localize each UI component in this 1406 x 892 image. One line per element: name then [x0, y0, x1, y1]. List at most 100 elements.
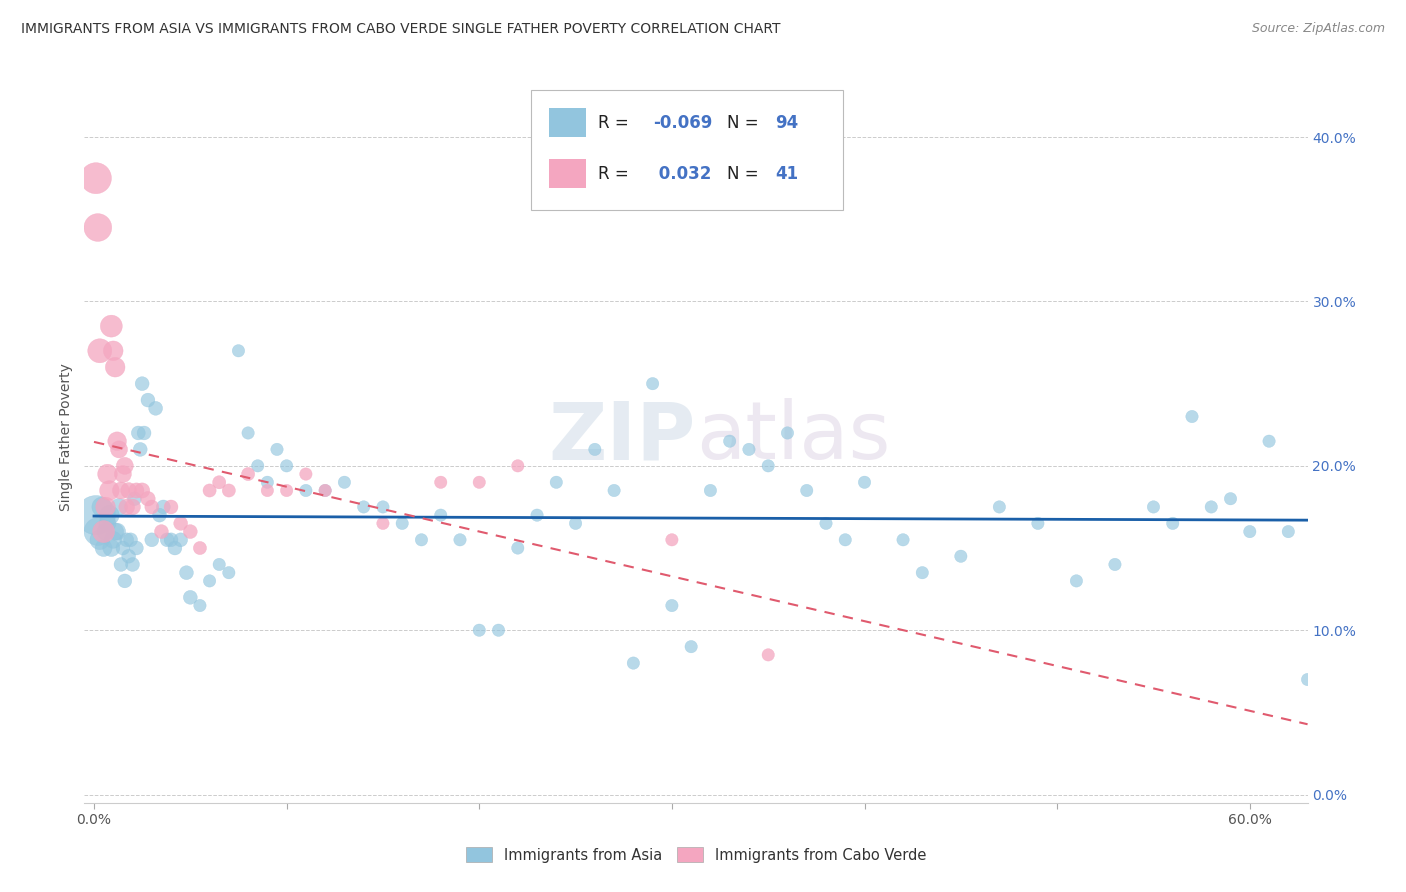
Point — [468, 624, 491, 638]
Point — [198, 483, 221, 498]
Point — [188, 599, 211, 613]
Point — [1316, 475, 1339, 490]
Point — [371, 516, 394, 531]
Point — [179, 524, 201, 539]
Text: -0.069: -0.069 — [654, 113, 713, 131]
Point — [93, 541, 115, 555]
FancyBboxPatch shape — [550, 108, 586, 137]
Point — [1258, 434, 1281, 449]
Point — [564, 516, 586, 531]
Point — [641, 376, 664, 391]
Point — [115, 533, 138, 547]
Point — [84, 508, 107, 523]
Point — [834, 533, 856, 547]
Point — [661, 533, 683, 547]
Text: atlas: atlas — [696, 398, 890, 476]
Point — [814, 516, 837, 531]
Text: 41: 41 — [776, 165, 799, 183]
Point — [295, 467, 318, 481]
Point — [115, 500, 138, 514]
Point — [699, 483, 721, 498]
Point — [583, 442, 606, 457]
Point — [603, 483, 626, 498]
Point — [131, 483, 153, 498]
Point — [246, 458, 269, 473]
Text: 94: 94 — [776, 113, 799, 131]
Point — [391, 516, 413, 531]
Point — [621, 656, 644, 670]
Point — [681, 640, 703, 654]
Point — [276, 458, 298, 473]
Point — [132, 425, 155, 440]
Point — [756, 458, 779, 473]
Point — [429, 508, 451, 523]
Point — [94, 500, 117, 514]
Point — [738, 442, 761, 457]
Legend: Immigrants from Asia, Immigrants from Cabo Verde: Immigrants from Asia, Immigrants from Ca… — [460, 841, 932, 869]
Point — [114, 458, 136, 473]
Point — [94, 524, 117, 539]
Point — [295, 483, 318, 498]
Point — [141, 533, 163, 547]
Point — [796, 483, 818, 498]
Point — [136, 393, 159, 408]
Point — [208, 558, 231, 572]
Text: N =: N = — [727, 165, 758, 183]
Point — [108, 442, 131, 457]
Point — [236, 425, 259, 440]
Point — [1161, 516, 1184, 531]
Text: IMMIGRANTS FROM ASIA VS IMMIGRANTS FROM CABO VERDE SINGLE FATHER POVERTY CORRELA: IMMIGRANTS FROM ASIA VS IMMIGRANTS FROM … — [21, 22, 780, 37]
Point — [160, 533, 183, 547]
Point — [90, 500, 112, 514]
Text: ZIP: ZIP — [548, 398, 696, 476]
Point — [776, 425, 799, 440]
Point — [156, 533, 179, 547]
Point — [125, 483, 148, 498]
Point — [949, 549, 972, 564]
Point — [104, 360, 127, 375]
Point — [125, 541, 148, 555]
Point — [1066, 574, 1088, 588]
Point — [118, 549, 141, 564]
Point — [1219, 491, 1241, 506]
Point — [150, 524, 173, 539]
Point — [89, 343, 111, 358]
Point — [228, 343, 250, 358]
Point — [208, 475, 231, 490]
Point — [218, 483, 240, 498]
Point — [148, 508, 170, 523]
Point — [98, 508, 121, 523]
Point — [179, 591, 201, 605]
Point — [87, 524, 110, 539]
Point — [188, 541, 211, 555]
Point — [1239, 524, 1261, 539]
Point — [911, 566, 934, 580]
Text: R =: R = — [598, 113, 628, 131]
Point — [124, 491, 146, 506]
Point — [100, 541, 122, 555]
Point — [506, 541, 529, 555]
Point — [256, 483, 278, 498]
Point — [314, 483, 336, 498]
Point — [111, 541, 134, 555]
Point — [141, 500, 163, 514]
Point — [333, 475, 356, 490]
Point — [1026, 516, 1049, 531]
Point — [506, 458, 529, 473]
Point — [84, 171, 107, 186]
Point — [236, 467, 259, 481]
Point — [103, 533, 125, 547]
Point — [266, 442, 288, 457]
Point — [314, 483, 336, 498]
Point — [1199, 500, 1222, 514]
Point — [1142, 500, 1164, 514]
Point — [661, 599, 683, 613]
Point — [96, 467, 118, 481]
Point — [87, 220, 110, 235]
Text: 0.032: 0.032 — [654, 165, 711, 183]
Point — [131, 376, 153, 391]
Point — [1181, 409, 1204, 424]
Point — [353, 500, 375, 514]
Text: R =: R = — [598, 165, 628, 183]
Point — [1104, 558, 1126, 572]
